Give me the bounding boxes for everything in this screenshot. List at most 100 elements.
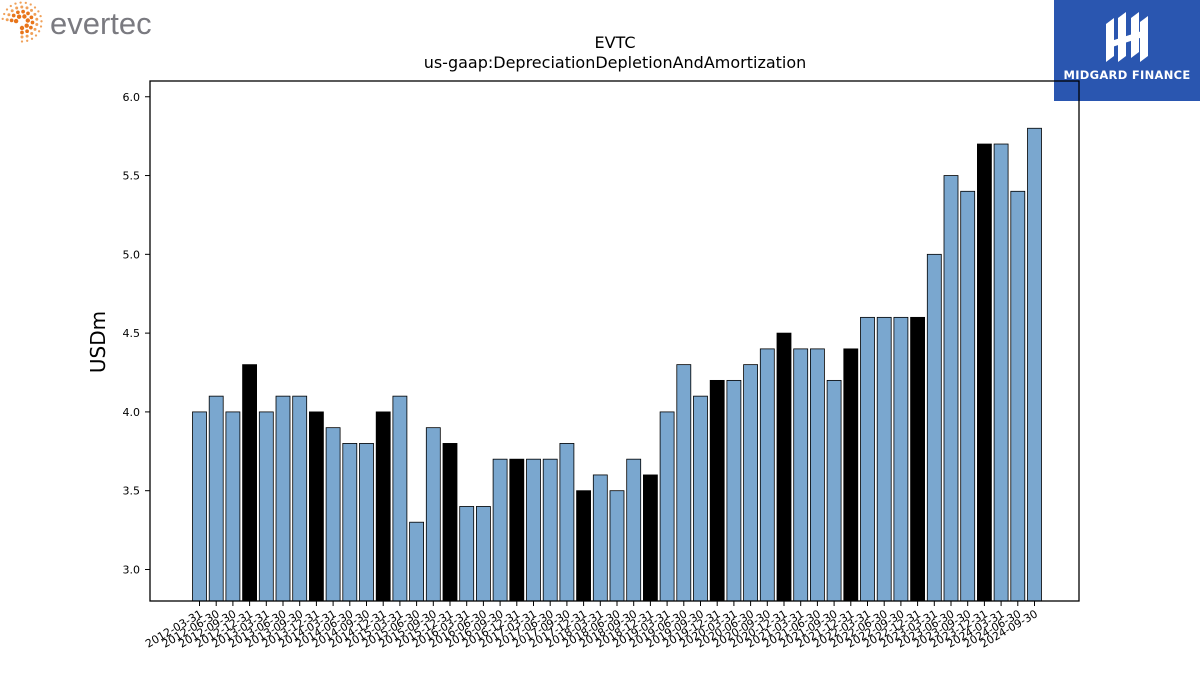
evertec-dot — [14, 2, 17, 5]
midgard-finance-logo: MIDGARD FINANCE — [1054, 0, 1200, 101]
evertec-dot — [5, 18, 9, 22]
bar — [409, 521, 425, 602]
evertec-dot — [37, 10, 40, 13]
evertec-dot — [10, 9, 14, 13]
bar — [910, 316, 925, 602]
bar — [442, 443, 458, 602]
bar — [492, 458, 508, 602]
bar — [977, 143, 992, 602]
bar — [325, 427, 341, 602]
evertec-dot — [21, 9, 25, 14]
evertec-dot — [11, 13, 16, 18]
y-tick-label: 6.0 — [123, 91, 141, 104]
y-tick-label: 3.0 — [123, 563, 141, 576]
bar — [643, 474, 658, 602]
evertec-dot — [30, 20, 35, 25]
bar — [342, 443, 358, 602]
bar — [292, 395, 308, 602]
evertec-dot — [24, 1, 27, 5]
evertec-dot — [30, 32, 34, 35]
bar — [860, 316, 875, 602]
evertec-dot — [20, 40, 24, 43]
evertec-dot — [33, 27, 37, 31]
bar — [876, 316, 892, 602]
bar — [509, 458, 525, 602]
evertec-dots-icon — [1, 1, 43, 43]
plot-frame — [149, 80, 1080, 602]
evertec-dot — [40, 20, 43, 23]
y-tick-label: 4.5 — [123, 327, 141, 340]
evertec-dot — [26, 11, 30, 16]
evertec-dot — [16, 10, 20, 15]
evertec-dot — [20, 30, 24, 35]
bar — [375, 411, 391, 602]
y-tick-label: 3.5 — [123, 485, 141, 498]
bar — [693, 395, 708, 602]
bar — [208, 395, 224, 602]
bar — [392, 395, 408, 602]
bar — [893, 316, 909, 602]
evertec-dot — [35, 23, 39, 26]
midgard-mark-icon — [1106, 12, 1148, 62]
bar — [609, 490, 625, 602]
evertec-logo: evertec — [1, 1, 152, 43]
bar — [743, 364, 758, 602]
evertec-dot — [3, 12, 6, 16]
bar — [676, 364, 692, 602]
bar — [993, 143, 1009, 602]
evertec-dot — [19, 25, 25, 31]
evertec-dot — [26, 39, 29, 42]
bar — [726, 379, 742, 602]
bar — [359, 443, 374, 602]
bar — [425, 427, 441, 602]
evertec-dot — [7, 13, 11, 17]
evertec-dot — [39, 25, 43, 28]
evertec-dot — [29, 15, 34, 20]
bar — [1027, 127, 1042, 602]
evertec-dot — [29, 3, 32, 6]
bar — [225, 411, 241, 602]
evertec-dot — [25, 34, 29, 38]
y-ticks-group: 3.0 3.5 4.0 4.5 5.0 5.5 6.0 — [123, 91, 150, 576]
bar — [592, 474, 608, 602]
bar — [258, 411, 274, 602]
bar — [843, 348, 859, 602]
evertec-dot — [24, 23, 29, 28]
bar — [793, 348, 809, 602]
evertec-dot — [22, 14, 27, 19]
bar — [826, 379, 842, 602]
bar — [542, 458, 558, 602]
bar — [526, 458, 541, 602]
evertec-dot — [25, 6, 29, 10]
bar — [776, 332, 792, 602]
bar — [275, 395, 291, 602]
evertec-dot — [13, 18, 19, 24]
evertec-dot — [16, 14, 22, 19]
bar — [1010, 190, 1026, 602]
chart-title: EVTC — [594, 33, 635, 52]
evertec-dot — [37, 30, 41, 33]
bar — [943, 175, 959, 602]
x-ticks-group: 2012-03-312012-06-302012-09-302012-12-31… — [143, 601, 1040, 651]
bar — [559, 443, 575, 602]
evertec-dot — [1, 17, 4, 21]
midgard-logo-text: MIDGARD FINANCE — [1063, 68, 1191, 82]
bar — [709, 379, 725, 602]
evertec-dot — [20, 35, 24, 39]
bar — [960, 190, 976, 602]
evertec-dot — [20, 5, 24, 9]
bar — [475, 506, 491, 602]
bar — [192, 411, 207, 602]
evertec-dot — [35, 17, 39, 21]
bar — [810, 348, 825, 602]
evertec-dot — [29, 25, 33, 30]
y-tick-label: 4.0 — [123, 406, 141, 419]
evertec-dot — [33, 12, 37, 16]
evertec-dot — [39, 14, 42, 18]
evertec-dot — [25, 18, 30, 23]
bar — [459, 506, 475, 602]
bar — [926, 253, 942, 602]
bar — [626, 458, 642, 602]
evertec-dot — [15, 6, 19, 10]
